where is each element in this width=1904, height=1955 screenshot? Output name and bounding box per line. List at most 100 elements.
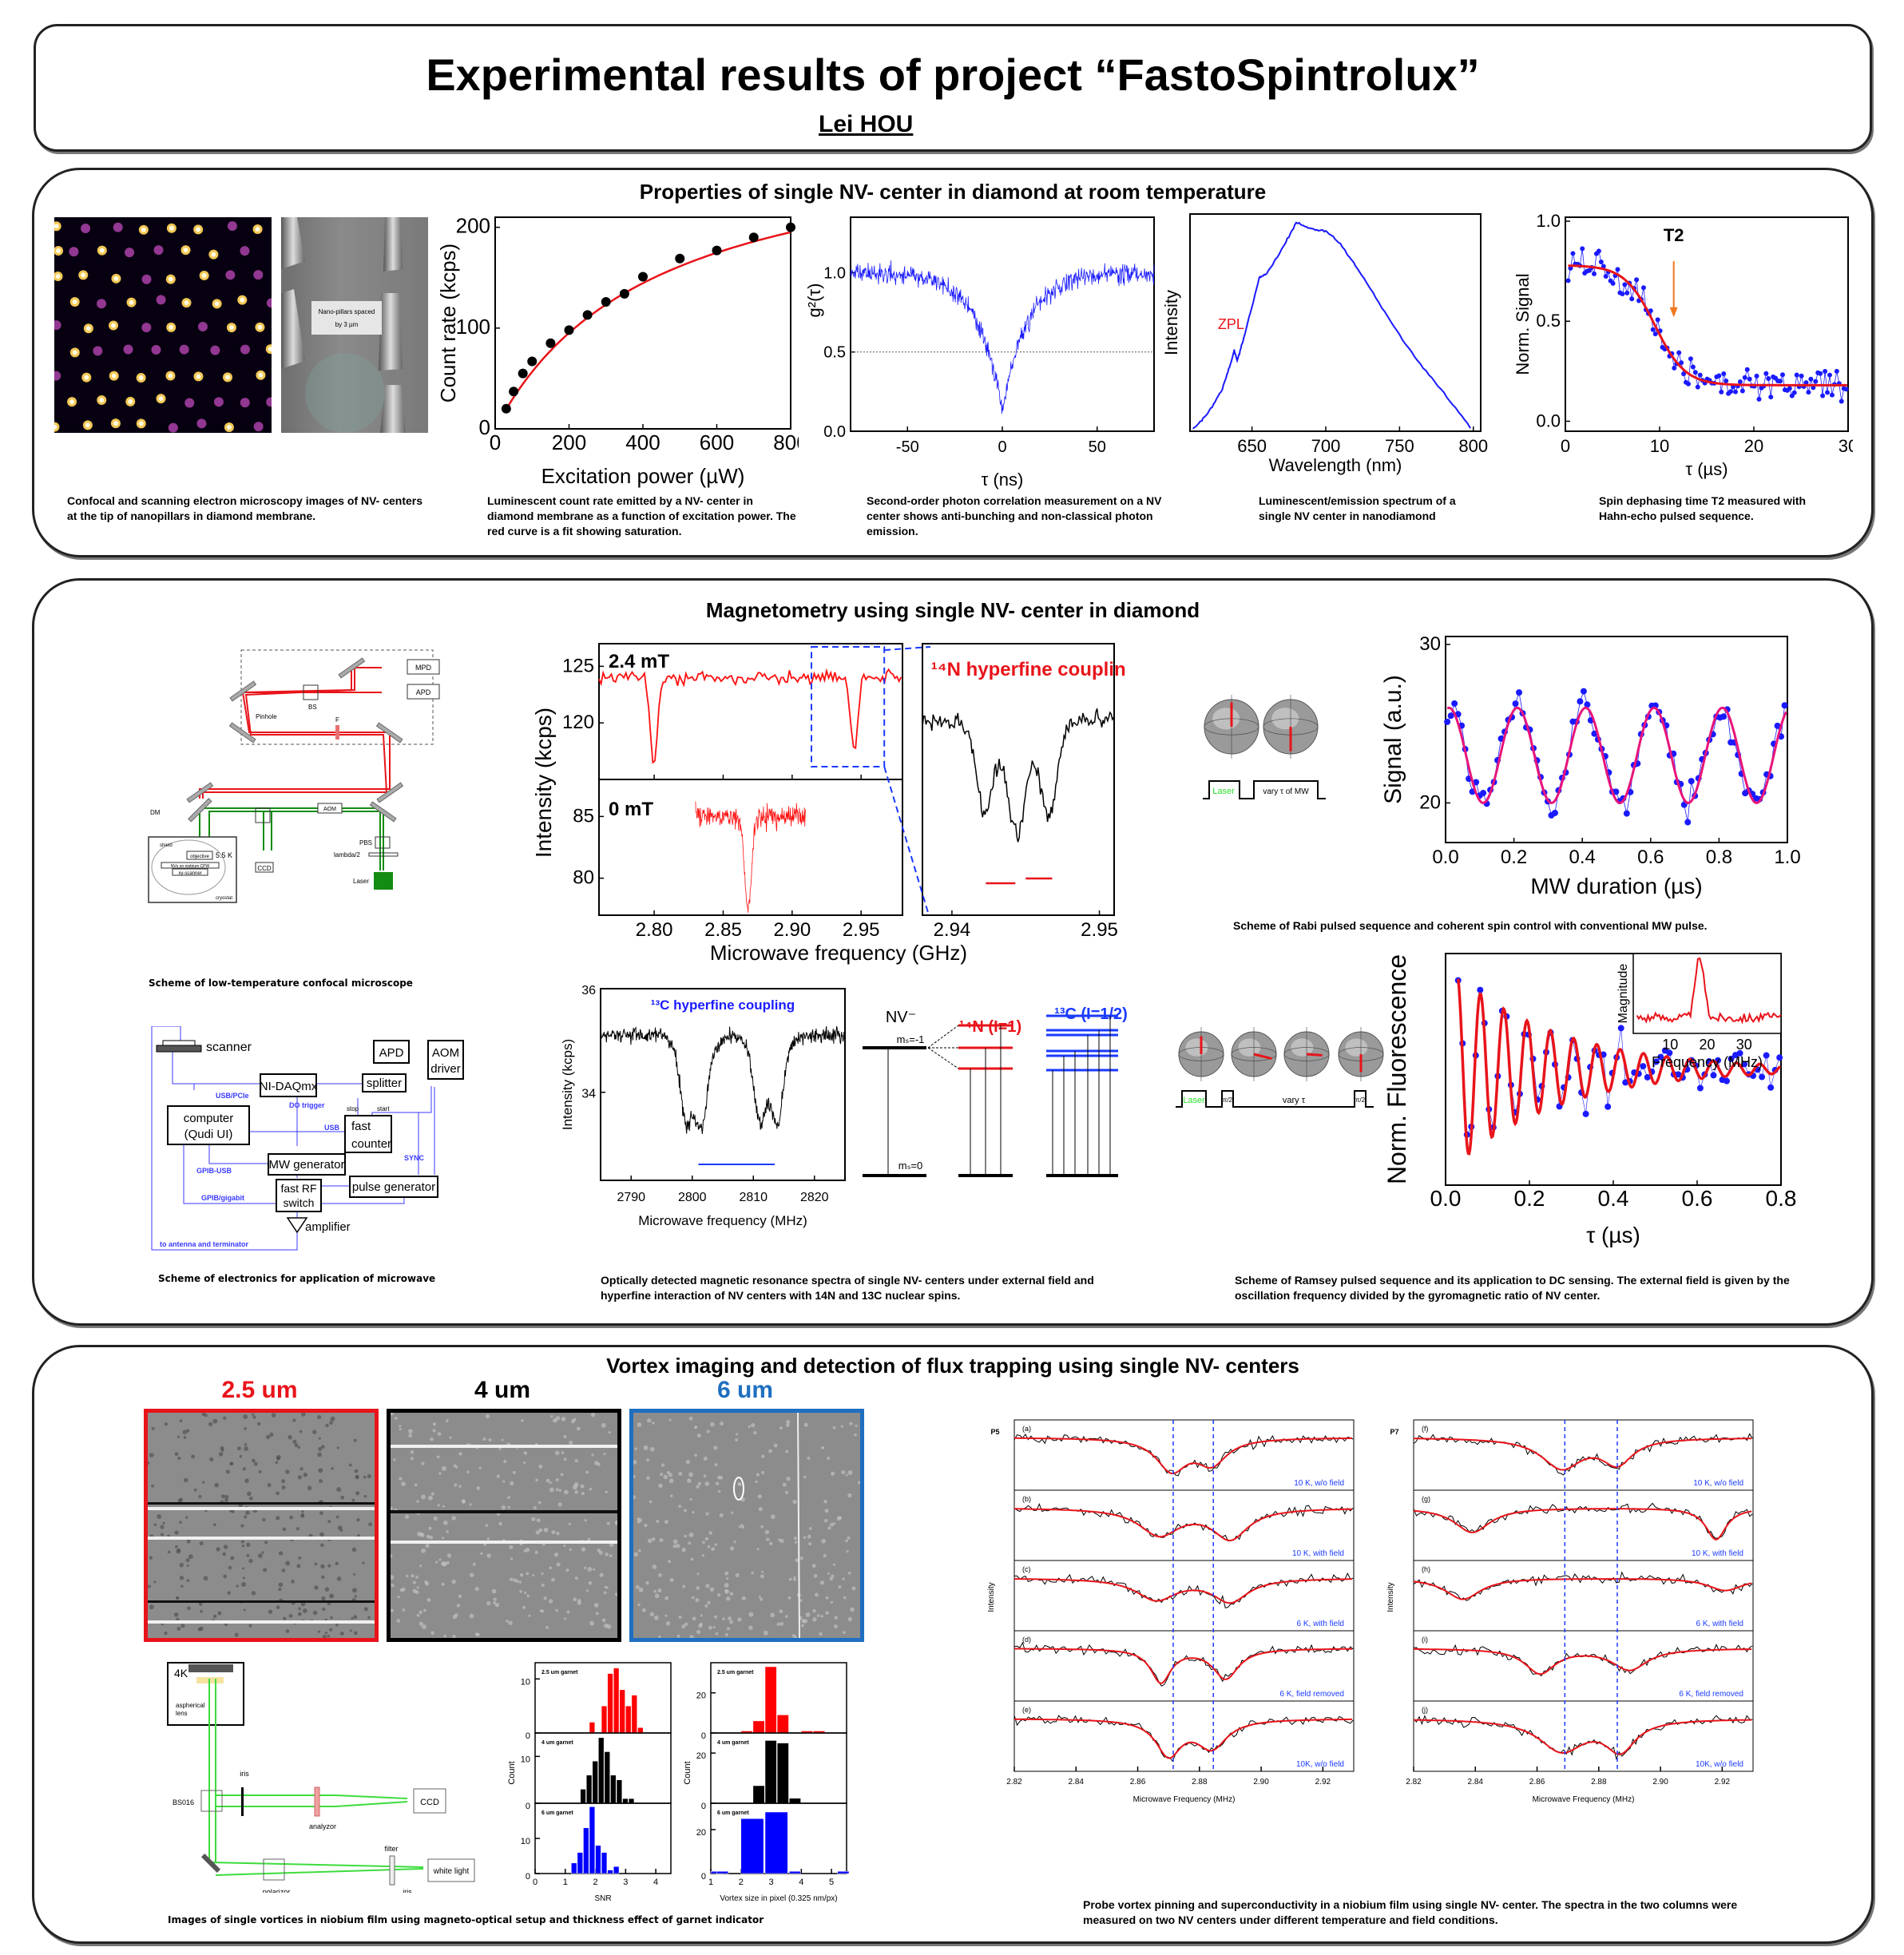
- link-do-trigger: DO trigger: [289, 1101, 325, 1109]
- x-tick-label: 2.82: [1406, 1778, 1422, 1786]
- x-axis-label: Microwave frequency (MHz): [638, 1213, 807, 1228]
- data-point: [1652, 331, 1658, 337]
- vortex-spot: [230, 1556, 235, 1560]
- x-tick-label: 0.6: [1637, 847, 1664, 868]
- nv-spot-core: [196, 227, 201, 232]
- nv-spot: [156, 295, 166, 305]
- state-arrow: [1253, 1053, 1272, 1061]
- vortex-spot: [685, 1459, 691, 1465]
- data-point: [1829, 392, 1835, 398]
- zoom-connector: [884, 646, 931, 651]
- vortex-spot: [555, 1477, 559, 1482]
- vortex-spot: [408, 1429, 413, 1434]
- vortex-spot: [614, 1592, 617, 1596]
- vortex-spot: [561, 1451, 565, 1454]
- vortex-spot: [335, 1561, 339, 1566]
- x-tick-label: 800: [773, 430, 799, 454]
- zoom-title: ¹⁴N hyperfine coupling: [931, 659, 1126, 680]
- label-laser: Laser: [353, 878, 369, 885]
- vortex-spot: [416, 1500, 419, 1503]
- vortex-spot: [668, 1418, 672, 1422]
- plot-frame: [922, 643, 1115, 916]
- vortex-spot: [633, 1474, 636, 1478]
- label-iris: iris: [403, 1888, 412, 1893]
- series-label: 6 um garnet: [541, 1810, 573, 1816]
- fit-curve: [1413, 1719, 1752, 1755]
- data-point: [1763, 371, 1769, 376]
- vortex-spot: [262, 1517, 266, 1522]
- y-tick-label: 0: [701, 1802, 706, 1811]
- vortex-spot: [525, 1547, 530, 1552]
- histogram-bar: [837, 1871, 850, 1874]
- vortex-spot: [478, 1466, 482, 1469]
- vortex-spot: [769, 1541, 773, 1545]
- x-tick-label: 5: [829, 1878, 834, 1887]
- vortex-spot: [307, 1485, 312, 1491]
- vortex-spot: [212, 1614, 217, 1619]
- author-name[interactable]: Lei HOU: [819, 111, 914, 137]
- vortex-spot: [509, 1545, 514, 1549]
- c13-title: ¹³C hyperfine coupling: [651, 997, 795, 1013]
- nv-spot: [151, 345, 161, 355]
- histogram-bar: [589, 1722, 596, 1734]
- seq-pi2: π/2: [1355, 1096, 1366, 1104]
- vortex-spot: [276, 1516, 280, 1521]
- chart-odmr: 120 125 2.4 mT 2.80 2.85 2.90 2.95 80 85 0 mT 2.94…: [531, 643, 1126, 965]
- vortex-spot: [825, 1596, 829, 1600]
- x-tick-label: 1: [708, 1878, 713, 1887]
- x-tick-label: 0.0: [1430, 1186, 1462, 1211]
- vortex-spot: [672, 1539, 678, 1545]
- vortex-spot: [795, 1558, 799, 1563]
- data-point: [1512, 700, 1519, 708]
- vortex-spot: [633, 1495, 636, 1500]
- y-tick-label: 0: [526, 1802, 530, 1811]
- vortex-spot: [658, 1635, 661, 1638]
- nv-spot-core: [138, 375, 144, 381]
- vortex-spot: [240, 1524, 244, 1528]
- vortex-spot: [849, 1422, 853, 1426]
- data-point: [1640, 1063, 1647, 1070]
- vortex-spot: [738, 1525, 741, 1529]
- vortex-spot: [832, 1426, 836, 1430]
- vortex-spot: [729, 1546, 735, 1551]
- vortex-spot: [174, 1530, 179, 1535]
- vortex-spot: [831, 1471, 835, 1476]
- vortex-spot: [506, 1620, 509, 1623]
- vortex-spot: [678, 1615, 682, 1620]
- data-point: [1825, 390, 1831, 395]
- vortex-spot: [283, 1616, 287, 1620]
- vortex-spot: [823, 1518, 828, 1523]
- data-point: [1655, 317, 1660, 323]
- vortex-spot: [458, 1485, 462, 1488]
- arrow-head: [1669, 307, 1678, 318]
- vortex-spot: [637, 1521, 641, 1524]
- vortex-spot: [296, 1527, 299, 1531]
- vortex-spot: [644, 1523, 648, 1528]
- vortex-spot: [608, 1431, 611, 1434]
- vortex-spot: [706, 1430, 710, 1434]
- vortex-spot: [782, 1482, 787, 1487]
- poster-title: Experimental results of project “FastoSp…: [426, 50, 1480, 100]
- confocal-microscope-scheme: MPD APD BS Pinhole F AOM DM PBS lambda/2…: [148, 649, 440, 903]
- field-label: 0 mT: [609, 799, 653, 820]
- vortex-spot: [649, 1500, 653, 1504]
- vortex-spot: [755, 1480, 758, 1484]
- fit-curve: [505, 231, 791, 410]
- vortex-spot: [543, 1527, 549, 1533]
- vortex-spot: [410, 1457, 414, 1461]
- mirror: [200, 1853, 221, 1874]
- block-mw-generator: MW generator: [268, 1158, 344, 1172]
- data-point: [1697, 372, 1703, 378]
- vortex-spot: [441, 1582, 445, 1586]
- vortex-spot: [704, 1481, 710, 1486]
- vortex-spot: [320, 1445, 325, 1449]
- label-shield: shield: [160, 843, 173, 848]
- caption-ramsey: Scheme of Ramsey pulsed sequence and its…: [1235, 1274, 1790, 1302]
- vortex-spot: [329, 1628, 333, 1632]
- vortex-spot: [819, 1580, 825, 1585]
- vortex-spot: [186, 1564, 189, 1567]
- vortex-spot: [300, 1513, 305, 1518]
- vortex-spot: [319, 1479, 323, 1484]
- vortex-spot: [549, 1481, 552, 1485]
- data-point: [1696, 1085, 1704, 1092]
